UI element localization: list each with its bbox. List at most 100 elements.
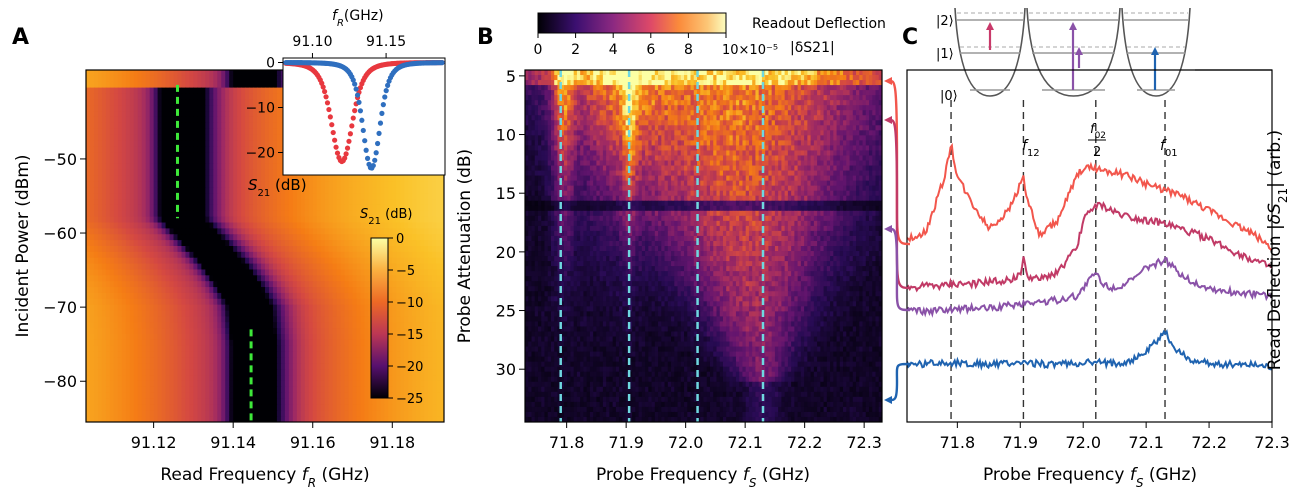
heatmap-a-cell [268,292,274,300]
heatmap-a-cell [352,222,358,229]
heatmap-a-cell [296,269,302,276]
heatmap-a-cell [153,281,159,288]
heatmap-a-cell [412,216,417,224]
heatmap-a-cell [229,175,234,183]
heatmap-a-cell [288,263,294,271]
heatmap-a-cell [388,269,393,276]
heatmap-a-cell [245,87,250,95]
heatmap-a-cell [221,87,226,95]
heatmap-a-cell [221,111,226,118]
heatmap-a-cell [265,316,270,323]
heatmap-a-cell [257,275,262,282]
heatmap-a-cell [217,181,222,188]
heatmap-a-cell [428,345,433,353]
heatmap-a-cell [137,169,143,177]
heatmap-a-cell [340,228,346,235]
heatmap-a-cell [93,146,99,153]
heatmap-a-cell [93,193,99,200]
heatmap-a-cell [420,357,425,364]
heatmap-a-cell [233,70,238,77]
heatmap-a-cell [169,287,175,294]
heatmap-a-cell [396,357,401,364]
heatmap-a-cell [324,210,330,218]
heatmap-a-cell [221,375,226,382]
heatmap-a-cell [173,140,179,147]
heatmap-a-cell [284,228,290,235]
heatmap-a-cell [105,357,111,364]
heatmap-a-cell [308,193,314,200]
heatmap-a-cell [225,163,230,171]
heatmap-a-cell [137,380,143,388]
heatmap-a-cell [316,187,322,194]
heatmap-a-cell [213,99,218,106]
heatmap-a-cell [197,134,202,141]
heatmap-a-cell [97,375,103,382]
heatmap-a-cell [392,304,397,312]
heatmap-a-cell [153,357,159,364]
heatmap-a-cell [181,240,187,247]
heatmap-a-cell [249,322,254,329]
heatmap-a-cell [153,105,159,112]
heatmap-a-cell [261,246,266,253]
heatmap-a-cell [384,228,389,235]
heatmap-a-cell [304,380,310,388]
heatmap-a-cell [133,298,139,306]
heatmap-a-cell [89,328,95,335]
heatmap-a-cell [265,187,270,194]
heatmap-a-cell [233,310,238,317]
heatmap-a-cell [308,339,314,347]
heatmap-a-cell [109,281,115,288]
heatmap-a-cell [125,146,131,153]
heatmap-a-cell [185,152,191,159]
heatmap-a-cell [221,269,226,276]
heatmap-a-cell [440,316,444,323]
heatmap-a-cell [404,275,409,282]
heatmap-a-cell [157,134,163,141]
heatmap-a-cell [292,281,298,288]
heatmap-a-cell [177,175,183,183]
heatmap-a-cell [157,140,163,147]
heatmap-a-cell [268,334,274,341]
heatmap-a-cell [344,175,350,183]
heatmap-a-cell [209,380,214,388]
heatmap-a-cell [161,369,167,376]
heatmap-a-cell [440,298,444,306]
heatmap-a-cell [400,246,405,253]
heatmap-a-cell [201,146,206,153]
heatmap-a-cell [181,246,187,253]
heatmap-a-cell [121,99,127,106]
heatmap-a-cell [308,269,314,276]
heatmap-a-cell [424,351,429,359]
heatmap-a-cell [121,246,127,253]
heatmap-a-cell [428,380,433,388]
heatmap-a-cell [340,187,346,194]
heatmap-a-cell [153,163,159,171]
heatmap-a-cell [101,146,107,153]
heatmap-a-cell [436,204,441,212]
heatmap-a-cell [388,380,393,388]
heatmap-a-cell [141,146,147,153]
heatmap-a-cell [336,298,342,306]
heatmap-a-cell [125,228,131,235]
heatmap-a-cell [352,193,358,200]
heatmap-a-cell [344,369,350,376]
heatmap-a-cell [109,111,115,118]
heatmap-a-cell [86,140,91,147]
heatmap-a-cell [233,246,238,253]
heatmap-a-cell [364,351,370,359]
heatmap-a-cell [105,134,111,141]
heatmap-a-cell [177,158,183,165]
heatmap-a-cell [129,310,135,317]
heatmap-a-cell [161,281,167,288]
heatmap-a-cell [133,392,139,400]
heatmap-a-cell [181,146,187,153]
heatmap-a-cell [408,357,413,364]
heatmap-a-cell [201,111,206,118]
heatmap-a-cell [89,116,95,124]
heatmap-a-cell [97,216,103,224]
heatmap-a-cell [93,87,99,95]
heatmap-a-cell [189,298,194,306]
heatmap-a-cell [93,375,99,382]
heatmap-a-cell [165,392,171,400]
heatmap-a-cell [97,99,103,106]
